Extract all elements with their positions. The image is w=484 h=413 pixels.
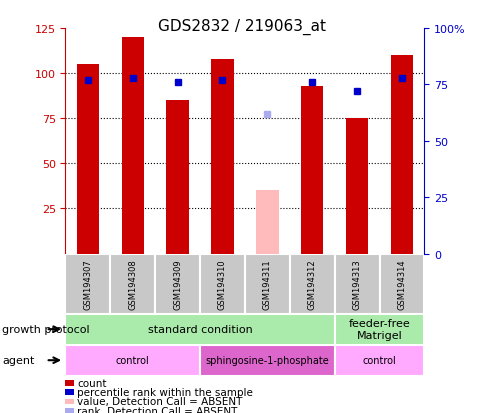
FancyBboxPatch shape <box>110 254 155 314</box>
FancyBboxPatch shape <box>200 345 334 376</box>
Bar <box>256 191 278 254</box>
Bar <box>301 87 323 254</box>
Text: rank, Detection Call = ABSENT: rank, Detection Call = ABSENT <box>77 406 237 413</box>
Text: count: count <box>77 378 106 388</box>
Text: GSM194309: GSM194309 <box>173 259 182 309</box>
Text: GDS2832 / 219063_at: GDS2832 / 219063_at <box>158 19 326 35</box>
Bar <box>121 38 144 254</box>
Text: GSM194312: GSM194312 <box>307 259 316 309</box>
FancyBboxPatch shape <box>155 254 200 314</box>
Text: GSM194307: GSM194307 <box>83 259 92 309</box>
Text: feeder-free
Matrigel: feeder-free Matrigel <box>348 318 409 340</box>
FancyBboxPatch shape <box>334 254 378 314</box>
Bar <box>390 56 412 254</box>
FancyBboxPatch shape <box>334 314 424 345</box>
FancyBboxPatch shape <box>334 345 424 376</box>
FancyBboxPatch shape <box>200 254 244 314</box>
Text: standard condition: standard condition <box>148 324 252 335</box>
Text: agent: agent <box>2 356 35 366</box>
FancyBboxPatch shape <box>65 254 110 314</box>
Text: growth protocol: growth protocol <box>2 325 90 335</box>
Text: sphingosine-1-phosphate: sphingosine-1-phosphate <box>205 355 329 366</box>
Text: GSM194308: GSM194308 <box>128 259 137 309</box>
Text: control: control <box>116 355 150 366</box>
FancyBboxPatch shape <box>244 254 289 314</box>
FancyBboxPatch shape <box>65 314 334 345</box>
FancyBboxPatch shape <box>289 254 334 314</box>
FancyBboxPatch shape <box>65 345 200 376</box>
Text: value, Detection Call = ABSENT: value, Detection Call = ABSENT <box>77 396 242 406</box>
FancyBboxPatch shape <box>378 254 424 314</box>
Text: GSM194310: GSM194310 <box>217 259 227 309</box>
Text: GSM194313: GSM194313 <box>352 259 361 309</box>
Bar <box>211 59 233 254</box>
Bar <box>76 65 99 254</box>
Text: GSM194311: GSM194311 <box>262 259 272 309</box>
Bar <box>345 119 367 254</box>
Bar <box>166 101 188 254</box>
Text: percentile rank within the sample: percentile rank within the sample <box>77 387 253 397</box>
Text: GSM194314: GSM194314 <box>396 259 406 309</box>
Text: control: control <box>362 355 395 366</box>
